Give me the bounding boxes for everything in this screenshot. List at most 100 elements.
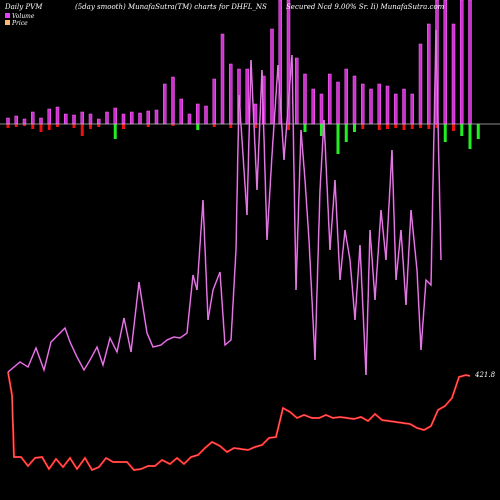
volume-up-bar xyxy=(97,118,101,125)
volume-down-bar xyxy=(171,124,175,126)
volume-up-bar xyxy=(336,81,340,125)
volume-up-bar xyxy=(311,88,315,125)
volume-down-bar xyxy=(468,124,472,149)
volume-up-bar xyxy=(163,83,167,125)
volume-bars xyxy=(6,0,480,154)
volume-up-bar xyxy=(22,118,27,125)
volume-down-bar xyxy=(113,124,117,139)
volume-up-bar xyxy=(212,78,216,125)
volume-down-bar xyxy=(212,124,216,127)
volume-up-bar xyxy=(427,23,431,125)
volume-up-bar xyxy=(146,110,150,125)
last-price-label: 421.8 xyxy=(474,371,496,379)
volume-down-bar xyxy=(196,124,200,130)
volume-up-bar xyxy=(138,112,142,125)
volume-up-bar xyxy=(187,113,192,125)
volume-up-bar xyxy=(402,88,406,125)
volume-up-bar xyxy=(31,111,35,125)
volume-up-bar xyxy=(352,75,357,125)
volume-down-bar xyxy=(97,124,101,127)
volume-up-bar xyxy=(229,63,233,125)
volume-down-bar xyxy=(47,124,51,130)
header-right: Secured Ncd 9.00% Sr. Ii) MunafaSutra.co… xyxy=(286,3,445,11)
volume-up-bar xyxy=(245,68,249,125)
volume-down-bar xyxy=(386,124,389,129)
volume-down-bar xyxy=(443,124,447,142)
volume-up-bar xyxy=(154,109,159,125)
volume-down-bar xyxy=(344,124,348,142)
volume-up-bar xyxy=(361,83,365,125)
volume-down-bar xyxy=(460,124,464,136)
volume-down-bar xyxy=(353,124,356,132)
volume-up-bar xyxy=(394,93,398,125)
volume-down-bar xyxy=(476,124,480,139)
volume-down-bar xyxy=(56,124,59,127)
volume-up-bar xyxy=(39,117,43,125)
volume-down-bar xyxy=(435,124,439,128)
volume-down-bar xyxy=(419,124,422,128)
volume-up-bar xyxy=(204,105,208,125)
volume-up-bar xyxy=(55,106,60,125)
header-left: Daily PVM xyxy=(4,3,43,11)
volume-up-bar xyxy=(270,28,274,125)
volume-up-bar xyxy=(72,114,76,125)
volume-down-bar xyxy=(14,124,18,127)
volume-up-bar xyxy=(344,68,348,125)
volume-up-bar xyxy=(105,111,109,125)
pvm-line-highlight xyxy=(7,29,442,376)
volume-up-bar xyxy=(179,98,183,125)
volume-up-bar xyxy=(451,23,456,125)
volume-down-bar xyxy=(303,124,307,132)
volume-up-bar xyxy=(6,117,10,125)
volume-up-bar xyxy=(303,73,307,125)
header-center: (5day smooth) MunafaSutra(TM) charts for… xyxy=(75,3,267,11)
volume-up-bar xyxy=(64,113,68,125)
volume-down-bar xyxy=(320,124,323,136)
volume-down-bar xyxy=(146,124,150,127)
legend: Volume Price xyxy=(5,13,35,27)
volume-down-bar xyxy=(287,124,290,130)
volume-up-bar xyxy=(369,88,373,125)
volume-up-bar xyxy=(80,111,84,125)
volume-down-bar xyxy=(89,124,92,129)
volume-down-bar xyxy=(410,124,414,129)
volume-down-bar xyxy=(427,124,431,129)
volume-up-bar xyxy=(385,85,390,125)
volume-down-bar xyxy=(80,124,84,136)
volume-up-bar xyxy=(418,43,423,125)
volume-up-bar xyxy=(468,0,472,125)
volume-up-bar xyxy=(130,111,134,125)
volume-down-bar xyxy=(72,124,76,128)
volume-down-bar xyxy=(229,124,233,128)
volume-down-bar xyxy=(6,124,10,128)
volume-down-bar xyxy=(402,124,406,130)
volume-down-bar xyxy=(31,124,35,129)
volume-up-bar xyxy=(14,115,18,125)
volume-down-bar xyxy=(23,124,26,126)
price-line-highlight xyxy=(7,371,471,471)
volume-down-bar xyxy=(254,124,257,128)
volume-up-bar xyxy=(47,108,51,125)
volume-up-bar xyxy=(88,113,93,125)
volume-up-bar xyxy=(121,113,126,125)
volume-down-bar xyxy=(452,124,455,131)
legend-price-swatch xyxy=(5,20,10,25)
volume-down-bar xyxy=(39,124,43,132)
volume-up-bar xyxy=(171,76,175,125)
volume-up-bar xyxy=(113,107,117,125)
volume-up-bar xyxy=(410,93,414,125)
legend-volume-label: Volume xyxy=(12,13,35,20)
volume-up-bar xyxy=(460,0,464,125)
volume-down-bar xyxy=(361,124,365,129)
volume-up-bar xyxy=(377,83,381,125)
volume-down-bar xyxy=(377,124,381,130)
legend-volume-swatch xyxy=(5,13,10,18)
volume-down-bar xyxy=(122,124,125,129)
volume-up-bar xyxy=(328,73,332,125)
volume-up-bar xyxy=(196,103,200,125)
volume-down-bar xyxy=(394,124,398,128)
volume-down-bar xyxy=(336,124,340,154)
volume-up-bar xyxy=(443,0,447,125)
legend-price-label: Price xyxy=(11,20,28,27)
